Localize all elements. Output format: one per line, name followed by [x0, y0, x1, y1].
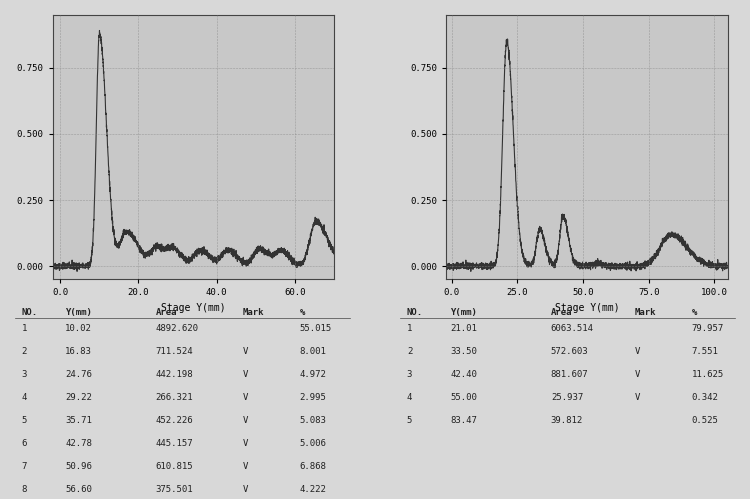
Text: %: % — [692, 308, 697, 317]
Text: V: V — [243, 370, 248, 379]
Text: Mark: Mark — [634, 308, 656, 317]
Text: 33.50: 33.50 — [450, 347, 477, 356]
Text: V: V — [634, 370, 640, 379]
Text: 1: 1 — [406, 324, 412, 333]
Text: 79.957: 79.957 — [692, 324, 724, 333]
Text: 2: 2 — [406, 347, 412, 356]
Text: Area: Area — [550, 308, 572, 317]
Text: 711.524: 711.524 — [156, 347, 194, 356]
Text: V: V — [243, 347, 248, 356]
Text: 5.083: 5.083 — [300, 416, 326, 425]
Text: 16.83: 16.83 — [65, 347, 92, 356]
Text: 55.015: 55.015 — [300, 324, 332, 333]
Text: %: % — [300, 308, 305, 317]
Text: 7.551: 7.551 — [692, 347, 718, 356]
Text: Y(mm): Y(mm) — [450, 308, 477, 317]
Text: Area: Area — [156, 308, 177, 317]
Text: V: V — [634, 347, 640, 356]
Text: 3: 3 — [22, 370, 27, 379]
Text: 11.625: 11.625 — [692, 370, 724, 379]
Text: V: V — [243, 439, 248, 448]
Text: V: V — [634, 393, 640, 402]
Text: 55.00: 55.00 — [450, 393, 477, 402]
Text: 572.603: 572.603 — [550, 347, 589, 356]
Text: 375.501: 375.501 — [156, 485, 194, 494]
Text: 29.22: 29.22 — [65, 393, 92, 402]
X-axis label: Stage Y(mm): Stage Y(mm) — [160, 303, 226, 313]
Text: 4: 4 — [22, 393, 27, 402]
Text: 0.342: 0.342 — [692, 393, 718, 402]
Text: 25.937: 25.937 — [550, 393, 583, 402]
Text: 2: 2 — [22, 347, 27, 356]
Text: 5: 5 — [406, 416, 412, 425]
Text: 56.60: 56.60 — [65, 485, 92, 494]
Text: 266.321: 266.321 — [156, 393, 194, 402]
Text: 0.525: 0.525 — [692, 416, 718, 425]
Text: 7: 7 — [22, 462, 27, 471]
Text: 8: 8 — [22, 485, 27, 494]
Text: NO.: NO. — [406, 308, 423, 317]
Text: 2.995: 2.995 — [300, 393, 326, 402]
Text: V: V — [243, 416, 248, 425]
Text: 4.222: 4.222 — [300, 485, 326, 494]
Text: V: V — [243, 393, 248, 402]
Text: 452.226: 452.226 — [156, 416, 194, 425]
Text: 5.006: 5.006 — [300, 439, 326, 448]
Text: V: V — [243, 462, 248, 471]
Text: 83.47: 83.47 — [450, 416, 477, 425]
Text: 4: 4 — [406, 393, 412, 402]
Text: 1: 1 — [22, 324, 27, 333]
Text: 8.001: 8.001 — [300, 347, 326, 356]
Text: 445.157: 445.157 — [156, 439, 194, 448]
Text: 21.01: 21.01 — [450, 324, 477, 333]
Text: 42.40: 42.40 — [450, 370, 477, 379]
Text: 6: 6 — [22, 439, 27, 448]
Text: 39.812: 39.812 — [550, 416, 583, 425]
Text: 50.96: 50.96 — [65, 462, 92, 471]
Text: 4.972: 4.972 — [300, 370, 326, 379]
Text: 881.607: 881.607 — [550, 370, 589, 379]
Text: 442.198: 442.198 — [156, 370, 194, 379]
Text: 610.815: 610.815 — [156, 462, 194, 471]
Text: 5: 5 — [22, 416, 27, 425]
Text: NO.: NO. — [22, 308, 38, 317]
Text: 42.78: 42.78 — [65, 439, 92, 448]
Text: 10.02: 10.02 — [65, 324, 92, 333]
Text: 6.868: 6.868 — [300, 462, 326, 471]
Text: Mark: Mark — [243, 308, 264, 317]
Text: 4892.620: 4892.620 — [156, 324, 199, 333]
Text: 24.76: 24.76 — [65, 370, 92, 379]
Text: 3: 3 — [406, 370, 412, 379]
Text: Y(mm): Y(mm) — [65, 308, 92, 317]
X-axis label: Stage Y(mm): Stage Y(mm) — [554, 303, 620, 313]
Text: 35.71: 35.71 — [65, 416, 92, 425]
Text: 6063.514: 6063.514 — [550, 324, 594, 333]
Text: V: V — [243, 485, 248, 494]
